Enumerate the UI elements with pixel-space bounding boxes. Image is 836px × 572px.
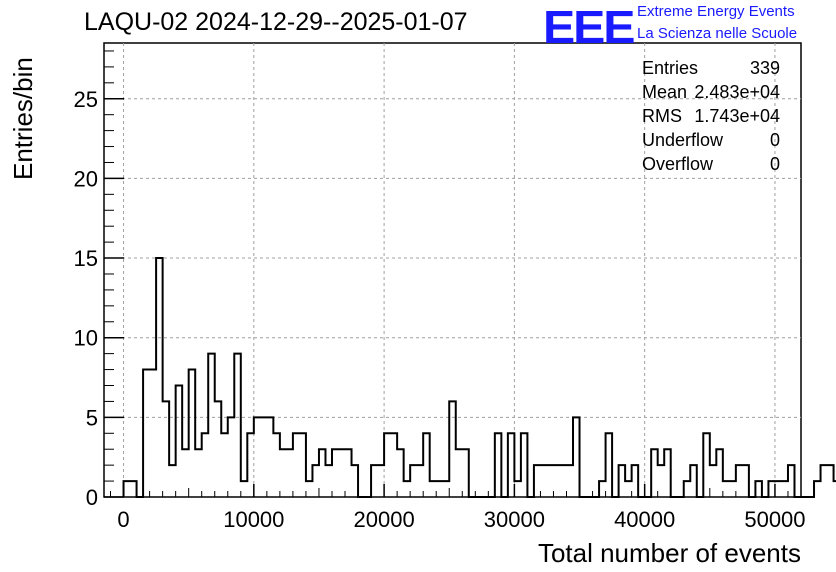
y-axis-label: Entries/bin (8, 57, 38, 180)
x-tick-label: 50000 (744, 507, 805, 532)
stat-rms-label: RMS (642, 106, 682, 126)
x-tick-label: 10000 (223, 507, 284, 532)
y-tick-label: 25 (74, 87, 98, 112)
stat-entries-label: Entries (642, 58, 699, 78)
tick-labels: 0 10000 20000 30000 40000 50000 0 5 10 15 20 25 (74, 87, 806, 532)
x-tick-label: 40000 (614, 507, 675, 532)
stat-overflow-label: Overflow (642, 154, 714, 174)
stat-mean-label: Mean (642, 82, 688, 102)
stat-row-entries: Entries 339 (642, 58, 780, 82)
eee-logo: EEE (543, 1, 635, 53)
stat-underflow-value: 0 (769, 130, 780, 150)
y-tick-label: 20 (74, 166, 98, 191)
stats-box: Entries 339 Mean 2.483e+04 RMS 1.743e+04… (642, 58, 780, 178)
stat-mean-value: 2.483e+04 (694, 82, 780, 102)
logo-text-line1: Extreme Energy Events (637, 3, 795, 20)
x-tick-label: 30000 (484, 507, 545, 532)
stat-row-mean: Mean 2.483e+04 (642, 82, 780, 106)
histogram-series-line (122, 257, 836, 498)
stat-rms-value: 1.743e+04 (694, 106, 780, 126)
plot-frame (103, 42, 802, 498)
stat-underflow-label: Underflow (642, 130, 724, 150)
y-tick-label: 0 (86, 485, 98, 510)
stat-row-underflow: Underflow 0 (642, 130, 780, 154)
grid-lines (104, 43, 801, 497)
x-tick-label: 20000 (354, 507, 415, 532)
y-tick-label: 10 (74, 326, 98, 351)
x-tick-label: 0 (117, 507, 129, 532)
stat-overflow-value: 0 (769, 154, 780, 174)
logo-text-line2: La Scienza nelle Scuole (637, 25, 798, 42)
y-tick-label: 15 (74, 246, 98, 271)
chart-title: LAQU-02 2024-12-29--2025-01-07 (84, 8, 468, 36)
x-axis-label: Total number of events (537, 538, 801, 568)
stat-row-rms: RMS 1.743e+04 (642, 106, 780, 130)
stat-row-overflow: Overflow 0 (642, 154, 780, 178)
y-tick-label: 5 (86, 405, 98, 430)
stat-entries-value: 339 (749, 58, 780, 78)
